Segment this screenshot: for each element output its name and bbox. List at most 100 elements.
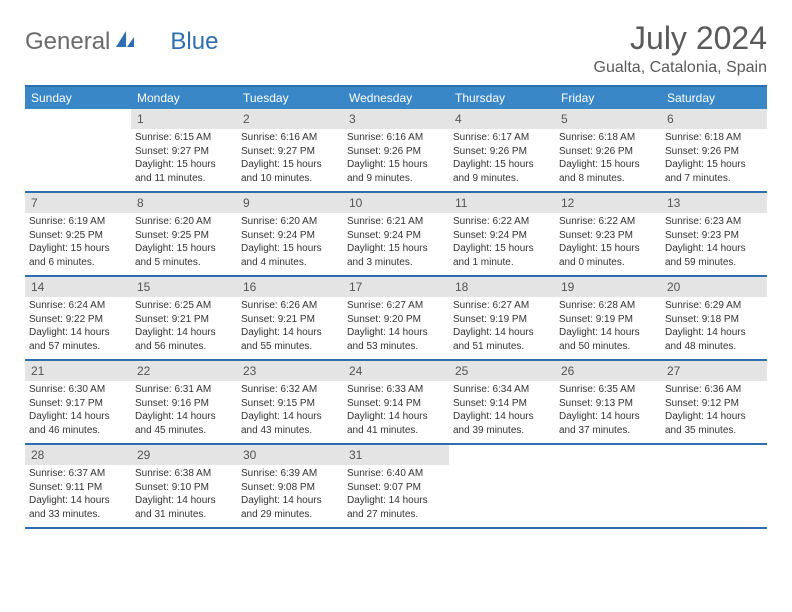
day-info: Sunrise: 6:25 AMSunset: 9:21 PMDaylight:… [131,297,237,357]
calendar-day: 1Sunrise: 6:15 AMSunset: 9:27 PMDaylight… [131,109,237,193]
sunset-line: Sunset: 9:14 PM [453,397,551,411]
day-number: 14 [25,277,131,297]
sunset-line: Sunset: 9:07 PM [347,481,445,495]
sunrise-line: Sunrise: 6:27 AM [453,299,551,313]
calendar-day: 18Sunrise: 6:27 AMSunset: 9:19 PMDayligh… [449,277,555,361]
day-number: 9 [237,193,343,213]
day-number: 26 [555,361,661,381]
sunrise-line: Sunrise: 6:37 AM [29,467,127,481]
sunrise-line: Sunrise: 6:29 AM [665,299,763,313]
calendar-day: 20Sunrise: 6:29 AMSunset: 9:18 PMDayligh… [661,277,767,361]
sunset-line: Sunset: 9:13 PM [559,397,657,411]
day-number: 15 [131,277,237,297]
day-info: Sunrise: 6:33 AMSunset: 9:14 PMDaylight:… [343,381,449,441]
weekday-header: Friday [555,87,661,109]
calendar-day: 24Sunrise: 6:33 AMSunset: 9:14 PMDayligh… [343,361,449,445]
day-number: 30 [237,445,343,465]
calendar-day: 2Sunrise: 6:16 AMSunset: 9:27 PMDaylight… [237,109,343,193]
day-info: Sunrise: 6:40 AMSunset: 9:07 PMDaylight:… [343,465,449,525]
calendar-empty: . [661,445,767,529]
sunset-line: Sunset: 9:10 PM [135,481,233,495]
sunset-line: Sunset: 9:27 PM [241,145,339,159]
sunrise-line: Sunrise: 6:40 AM [347,467,445,481]
day-info: Sunrise: 6:20 AMSunset: 9:25 PMDaylight:… [131,213,237,273]
calendar-header-row: SundayMondayTuesdayWednesdayThursdayFrid… [25,85,767,109]
daylight-line: Daylight: 14 hours and 59 minutes. [665,242,763,269]
sunrise-line: Sunrise: 6:17 AM [453,131,551,145]
weekday-header: Sunday [25,87,131,109]
daylight-line: Daylight: 14 hours and 27 minutes. [347,494,445,521]
calendar-day: 21Sunrise: 6:30 AMSunset: 9:17 PMDayligh… [25,361,131,445]
weekday-header: Tuesday [237,87,343,109]
daylight-line: Daylight: 14 hours and 51 minutes. [453,326,551,353]
sunset-line: Sunset: 9:08 PM [241,481,339,495]
daylight-line: Daylight: 15 hours and 11 minutes. [135,158,233,185]
daylight-line: Daylight: 15 hours and 3 minutes. [347,242,445,269]
daylight-line: Daylight: 14 hours and 29 minutes. [241,494,339,521]
calendar-day: 10 Sunrise: 6:21 AMSunset: 9:24 PMDayligh… [343,193,449,277]
daylight-line: Daylight: 14 hours and 33 minutes. [29,494,127,521]
calendar-day: 9Sunrise: 6:20 AMSunset: 9:24 PMDaylight… [237,193,343,277]
sunset-line: Sunset: 9:19 PM [559,313,657,327]
sunset-line: Sunset: 9:25 PM [29,229,127,243]
calendar-day: 25Sunrise: 6:34 AMSunset: 9:14 PMDayligh… [449,361,555,445]
sunrise-line: Sunrise: 6:21 AM [347,215,445,229]
day-info: Sunrise: 6:31 AMSunset: 9:16 PMDaylight:… [131,381,237,441]
day-number: 31 [343,445,449,465]
sunrise-line: Sunrise: 6:32 AM [241,383,339,397]
sunset-line: Sunset: 9:24 PM [347,229,445,243]
calendar-day: 26Sunrise: 6:35 AMSunset: 9:13 PMDayligh… [555,361,661,445]
location: Gualta, Catalonia, Spain [594,59,767,77]
day-info: Sunrise: 6:23 AMSunset: 9:23 PMDaylight:… [661,213,767,273]
daylight-line: Daylight: 15 hours and 5 minutes. [135,242,233,269]
day-number: 8 [131,193,237,213]
daylight-line: Daylight: 14 hours and 43 minutes. [241,410,339,437]
daylight-line: Daylight: 14 hours and 55 minutes. [241,326,339,353]
sunrise-line: Sunrise: 6:20 AM [135,215,233,229]
brand-part1: General [25,28,110,56]
day-number: 22 [131,361,237,381]
brand-part2: Blue [170,28,218,56]
daylight-line: Daylight: 14 hours and 35 minutes. [665,410,763,437]
calendar-day: 8Sunrise: 6:20 AMSunset: 9:25 PMDaylight… [131,193,237,277]
day-info: Sunrise: 6:16 AMSunset: 9:26 PMDaylight:… [343,129,449,189]
weekday-header: Thursday [449,87,555,109]
day-info: Sunrise: 6:36 AMSunset: 9:12 PMDaylight:… [661,381,767,441]
weekday-header: Monday [131,87,237,109]
calendar-empty: . [25,109,131,193]
day-number: 27 [661,361,767,381]
day-number: 10 [343,193,449,213]
daylight-line: Daylight: 14 hours and 45 minutes. [135,410,233,437]
day-info: Sunrise: 6:32 AMSunset: 9:15 PMDaylight:… [237,381,343,441]
sunrise-line: Sunrise: 6:20 AM [241,215,339,229]
daylight-line: Daylight: 14 hours and 48 minutes. [665,326,763,353]
sunrise-line: Sunrise: 6:16 AM [347,131,445,145]
daylight-line: Daylight: 15 hours and 7 minutes. [665,158,763,185]
daylight-line: Daylight: 14 hours and 31 minutes. [135,494,233,521]
weekday-header: Saturday [661,87,767,109]
calendar-empty: . [555,445,661,529]
day-number: 5 [555,109,661,129]
sunrise-line: Sunrise: 6:18 AM [559,131,657,145]
header: General Blue July 2024 Gualta, Catalonia… [25,20,767,77]
sunset-line: Sunset: 9:21 PM [135,313,233,327]
calendar-day: 23Sunrise: 6:32 AMSunset: 9:15 PMDayligh… [237,361,343,445]
sunset-line: Sunset: 9:15 PM [241,397,339,411]
sunset-line: Sunset: 9:23 PM [559,229,657,243]
daylight-line: Daylight: 15 hours and 9 minutes. [347,158,445,185]
sunset-line: Sunset: 9:11 PM [29,481,127,495]
calendar-day: 22Sunrise: 6:31 AMSunset: 9:16 PMDayligh… [131,361,237,445]
daylight-line: Daylight: 15 hours and 0 minutes. [559,242,657,269]
calendar-day: 16Sunrise: 6:26 AMSunset: 9:21 PMDayligh… [237,277,343,361]
daylight-line: Daylight: 15 hours and 1 minute. [453,242,551,269]
day-number: 28 [25,445,131,465]
daylight-line: Daylight: 15 hours and 10 minutes. [241,158,339,185]
day-info: Sunrise: 6:26 AMSunset: 9:21 PMDaylight:… [237,297,343,357]
sunset-line: Sunset: 9:21 PM [241,313,339,327]
day-info: Sunrise: 6:19 AMSunset: 9:25 PMDaylight:… [25,213,131,273]
day-info: Sunrise: 6:28 AMSunset: 9:19 PMDaylight:… [555,297,661,357]
calendar-body: .1Sunrise: 6:15 AMSunset: 9:27 PMDayligh… [25,109,767,529]
day-info: Sunrise: 6:22 AMSunset: 9:23 PMDaylight:… [555,213,661,273]
sunrise-line: Sunrise: 6:28 AM [559,299,657,313]
sunset-line: Sunset: 9:26 PM [559,145,657,159]
